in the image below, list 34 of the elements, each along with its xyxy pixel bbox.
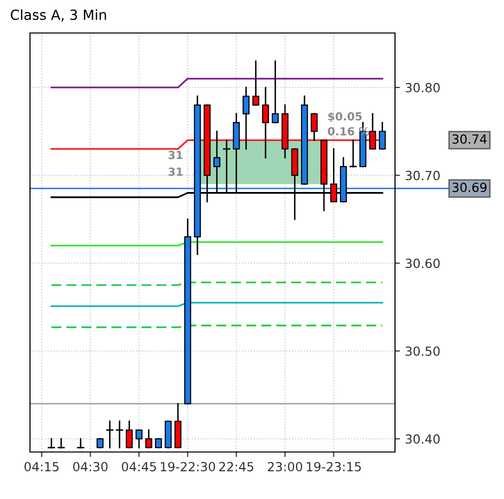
candlestick <box>378 122 386 150</box>
annotation: 31 <box>168 167 183 176</box>
chart-title: Class A, 3 Min <box>10 9 106 22</box>
candlestick <box>106 420 114 448</box>
candlestick <box>77 438 84 448</box>
candlestick <box>369 113 376 150</box>
y-tick-label: 30.50 <box>406 346 440 356</box>
annotation: $0.05 <box>328 112 362 122</box>
y-tick-label: 30.70 <box>406 170 440 180</box>
candlestick <box>272 60 279 124</box>
candlestick <box>136 429 142 448</box>
annotation: 31 <box>168 150 183 160</box>
candlestick <box>242 86 250 150</box>
x-tick-label: 23:00 <box>268 462 302 472</box>
x-tick-label: 04:45 <box>122 462 156 472</box>
x-tick-label: 19-23:15 <box>306 462 361 472</box>
ref-line-label: 30.69 <box>452 182 486 192</box>
candlestick <box>58 438 65 448</box>
annotation: 0.16 % <box>328 127 370 136</box>
candlestick <box>252 60 260 106</box>
y-tick-label: 30.80 <box>406 82 440 92</box>
candlestick <box>145 429 152 448</box>
candlestick <box>310 113 318 141</box>
candlestick <box>126 420 133 448</box>
y-tick-label: 30.60 <box>406 258 440 268</box>
x-tick-label: 04:30 <box>73 462 108 472</box>
text: 30.74 <box>452 134 487 144</box>
candlestick <box>262 86 270 158</box>
candlestick <box>48 438 56 448</box>
x-tick-label: 04:15 <box>24 462 59 472</box>
x-tick-label: 19-22:30 <box>160 462 216 472</box>
y-tick-label: 30.40 <box>406 434 440 444</box>
candlestick <box>350 139 357 168</box>
x-tick-label: 22:45 <box>219 462 254 472</box>
